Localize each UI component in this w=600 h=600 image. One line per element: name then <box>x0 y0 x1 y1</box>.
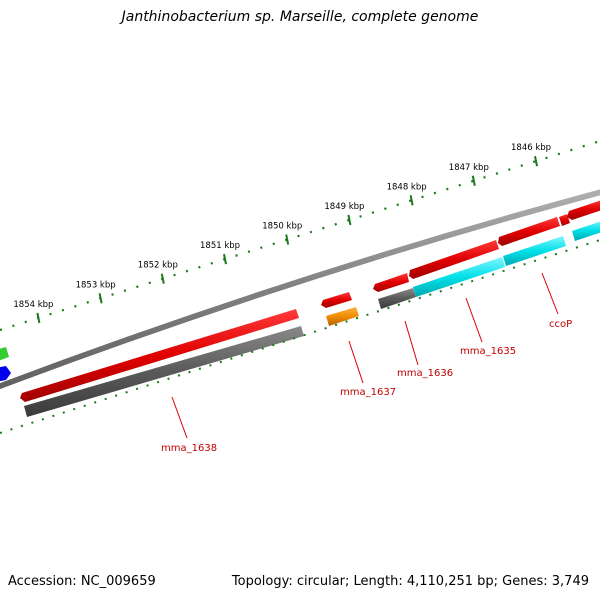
gene-mma1635-forward <box>409 240 499 279</box>
scale-tick-label: 1851 kbp <box>200 241 240 251</box>
gene-mma1636-forward <box>373 273 409 292</box>
scale-tick-label: 1846 kbp <box>511 143 551 153</box>
scale-major-ticks <box>36 155 538 324</box>
cds-mma1636-gray <box>378 288 416 309</box>
cds-edge-cyan <box>572 221 600 241</box>
gene-label-mma1637: mma_1637 <box>340 387 396 398</box>
gene-labels: ccoP mma_1635 mma_1636 mma_1637 mma_1638 <box>161 319 572 454</box>
edge-feature-green <box>0 347 9 361</box>
forward-strand-genes <box>20 200 600 402</box>
gene-label-mma1635: mma_1635 <box>460 346 516 357</box>
cds-mma1637-orange <box>326 307 359 326</box>
scale-major-tick <box>347 214 352 226</box>
edge-feature-blue <box>0 366 11 382</box>
gene-label-mma1636: mma_1636 <box>397 368 453 379</box>
gene-mma1637-forward <box>321 292 352 308</box>
label-leaders <box>171 272 559 439</box>
scale-major-tick <box>98 293 103 304</box>
genome-summary-text: Topology: circular; Length: 4,110,251 bp… <box>231 574 589 589</box>
scale-tick-label: 1852 kbp <box>138 261 178 271</box>
cds-mma1638-gray <box>24 326 304 417</box>
scale-major-tick <box>36 312 41 324</box>
genome-backbone <box>0 189 600 390</box>
scale-major-tick <box>160 273 165 284</box>
gene-label-mma1638: mma_1638 <box>161 443 217 454</box>
scale-major-tick <box>534 155 538 167</box>
accession-text: Accession: NC_009659 <box>8 574 156 589</box>
scale-tick-label: 1853 kbp <box>76 280 116 290</box>
scale-major-tick <box>409 195 414 206</box>
scale-tick-labels: 1846 kbp 1847 kbp 1848 kbp 1849 kbp 1850 kbp… <box>13 143 551 310</box>
map-title: Janthinobacterium sp. Marseille, complet… <box>121 9 479 25</box>
cds-mma1635-cyan <box>413 257 505 297</box>
scale-major-tick <box>471 175 476 186</box>
scale-tick-label: 1848 kbp <box>387 182 427 192</box>
scale-tick-label: 1850 kbp <box>262 222 302 232</box>
cds-ccop-cyan <box>503 236 566 266</box>
scale-tick-label: 1847 kbp <box>449 163 489 173</box>
scale-tick-label: 1849 kbp <box>324 202 364 212</box>
gene-mma1638-forward <box>20 309 299 402</box>
gene-label-ccop: ccoP <box>549 319 572 330</box>
second-strand-cds <box>24 221 600 417</box>
gene-edge-forward <box>567 200 600 220</box>
scale-tick-label: 1854 kbp <box>13 300 53 310</box>
scale-major-tick <box>285 234 290 245</box>
gene-ccop-forward <box>498 217 560 246</box>
scale-major-tick <box>223 253 227 265</box>
